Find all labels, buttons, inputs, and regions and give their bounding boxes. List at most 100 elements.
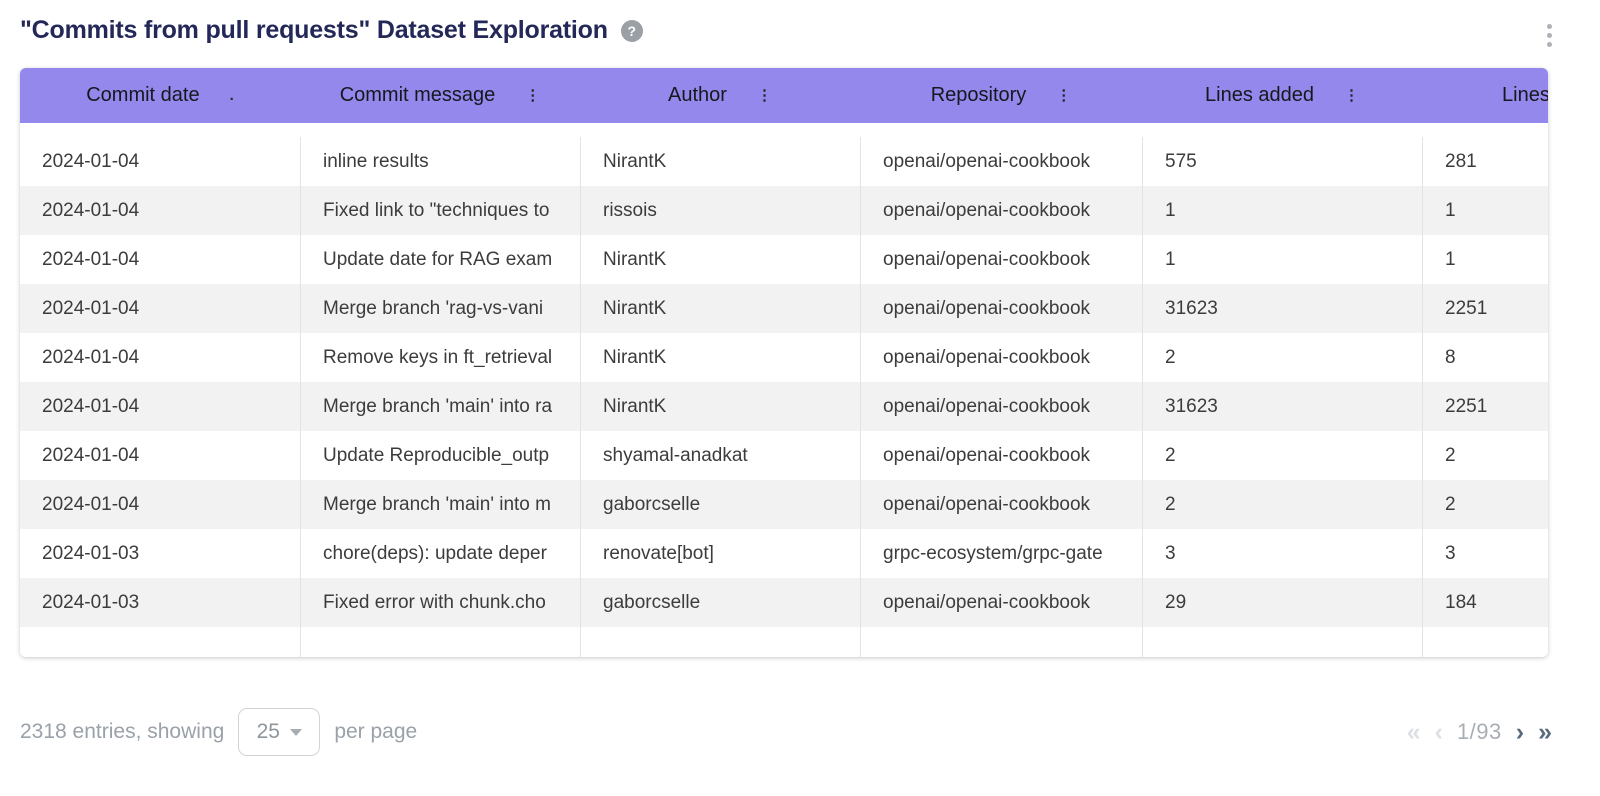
cell-lines-deleted[interactable]: 184: [1422, 578, 1548, 627]
page-indicator: 1/93: [1456, 719, 1502, 744]
cell-commit-message[interactable]: Merge branch 'rag-vs-vani: [300, 284, 580, 333]
kebab-dot: [1547, 33, 1552, 38]
last-page-button[interactable]: »: [1538, 717, 1552, 746]
cell-commit-date[interactable]: 2024-01-03: [42, 591, 140, 613]
cell-lines-deleted[interactable]: 3: [1422, 529, 1548, 578]
first-page-button[interactable]: «: [1406, 717, 1421, 746]
per-page-label: per page: [334, 720, 418, 743]
cell-commit-date[interactable]: 2024-01-04: [42, 493, 140, 515]
cell-lines-deleted[interactable]: 2251: [1422, 382, 1548, 431]
cell-author[interactable]: shyamal-anadkat: [580, 431, 860, 480]
cell-author[interactable]: NirantK: [580, 137, 860, 186]
cell-empty: [1142, 627, 1422, 657]
cell-author[interactable]: rissois: [580, 186, 860, 235]
prev-page-button[interactable]: ‹: [1434, 717, 1443, 746]
cell-repository[interactable]: grpc-ecosystem/grpc-gate: [860, 529, 1142, 578]
cell-commit-date[interactable]: 2024-01-04: [42, 346, 140, 368]
help-icon[interactable]: ?: [620, 19, 643, 42]
cell-lines-deleted[interactable]: 8: [1422, 333, 1548, 382]
cell-commit-message[interactable]: Remove keys in ft_retrieval: [300, 333, 580, 382]
column-label: Commit date: [86, 84, 200, 106]
cell-commit-date[interactable]: 2024-01-04: [42, 150, 140, 172]
table-row: 2024-01-03 Fixed error with chunk.cho gabo…: [20, 578, 1548, 627]
cell-lines-deleted[interactable]: 1: [1422, 186, 1548, 235]
cell-lines-deleted[interactable]: 2251: [1422, 284, 1548, 333]
cell-commit-message[interactable]: Fixed link to "techniques to: [300, 186, 580, 235]
cell-commit-message[interactable]: Update Reproducible_outp: [300, 431, 580, 480]
cell-commit-date[interactable]: 2024-01-04: [42, 199, 140, 221]
cell-author[interactable]: renovate[bot]: [580, 529, 860, 578]
column-header-commit-message[interactable]: Commit message ⋮: [300, 68, 580, 123]
cell-commit-date[interactable]: 2024-01-03: [42, 542, 140, 564]
cell-lines-added[interactable]: 2: [1142, 480, 1422, 529]
data-table: Commit date. Commit message ⋮ Author ⋮ Reposi…: [20, 68, 1548, 657]
cell-repository[interactable]: openai/openai-cookbook: [860, 382, 1142, 431]
column-label: Lines added: [1205, 84, 1314, 106]
cell-author[interactable]: gaborcselle: [580, 480, 860, 529]
cell-commit-date[interactable]: 2024-01-04: [42, 395, 140, 417]
table-row: 2024-01-04 Merge branch 'main' into ra Nir…: [20, 382, 1548, 431]
column-header-commit-date[interactable]: Commit date.: [20, 68, 300, 123]
column-header-author[interactable]: Author ⋮: [580, 68, 860, 123]
cell-lines-added[interactable]: 1: [1142, 186, 1422, 235]
cell-lines-added[interactable]: 2: [1142, 333, 1422, 382]
cell-repository[interactable]: openai/openai-cookbook: [860, 137, 1142, 186]
cell-commit-message[interactable]: Merge branch 'main' into m: [300, 480, 580, 529]
cell-empty: [1422, 627, 1548, 657]
cell-repository[interactable]: openai/openai-cookbook: [860, 235, 1142, 284]
table-row: 2024-01-03 chore(deps): update deper renov…: [20, 529, 1548, 578]
cell-commit-date[interactable]: 2024-01-04: [42, 248, 140, 270]
column-menu-icon[interactable]: ⋮: [1056, 87, 1072, 104]
cell-commit-message[interactable]: Merge branch 'main' into ra: [300, 382, 580, 431]
cell-lines-added[interactable]: 575: [1142, 137, 1422, 186]
cell-lines-added[interactable]: 31623: [1142, 284, 1422, 333]
cell-commit-date[interactable]: 2024-01-04: [42, 444, 140, 466]
table-row: 2024-01-04 Merge branch 'main' into m gabo…: [20, 480, 1548, 529]
cell-author[interactable]: NirantK: [580, 284, 860, 333]
cell-empty: [300, 627, 580, 657]
next-page-button[interactable]: ›: [1515, 717, 1525, 746]
cell-repository[interactable]: openai/openai-cookbook: [860, 578, 1142, 627]
table-body: 2024-01-04 inline results NirantK openai/op…: [20, 123, 1548, 657]
cell-author[interactable]: gaborcselle: [580, 578, 860, 627]
cell-repository[interactable]: openai/openai-cookbook: [860, 186, 1142, 235]
column-menu-icon[interactable]: ⋮: [756, 87, 772, 104]
cell-lines-deleted[interactable]: 2: [1422, 431, 1548, 480]
pagination: « ‹ 1/93 › »: [1407, 719, 1552, 745]
cell-lines-deleted[interactable]: 281: [1422, 137, 1548, 186]
cell-repository[interactable]: openai/openai-cookbook: [860, 333, 1142, 382]
cell-commit-message[interactable]: Update date for RAG exam: [300, 235, 580, 284]
kebab-dot: [1547, 24, 1552, 29]
cell-author[interactable]: NirantK: [580, 382, 860, 431]
table-row: 2024-01-04 inline results NirantK openai/op…: [20, 137, 1548, 186]
column-menu-icon[interactable]: .: [229, 87, 234, 104]
column-label: Author: [668, 84, 727, 106]
cell-lines-added[interactable]: 29: [1142, 578, 1422, 627]
cell-commit-date[interactable]: 2024-01-04: [42, 297, 140, 319]
cell-lines-added[interactable]: 2: [1142, 431, 1422, 480]
cell-empty: [580, 627, 860, 657]
cell-commit-message[interactable]: inline results: [300, 137, 580, 186]
cell-repository[interactable]: openai/openai-cookbook: [860, 431, 1142, 480]
cell-lines-added[interactable]: 31623: [1142, 382, 1422, 431]
column-header-lines-deleted[interactable]: Lines d: [1422, 68, 1548, 123]
page-size-dropdown[interactable]: 25: [238, 708, 321, 756]
cell-repository[interactable]: openai/openai-cookbook: [860, 480, 1142, 529]
column-menu-icon[interactable]: ⋮: [1343, 87, 1359, 104]
column-menu-icon[interactable]: ⋮: [525, 87, 541, 104]
cell-author[interactable]: NirantK: [580, 333, 860, 382]
title-bar: "Commits from pull requests" Dataset Exp…: [20, 16, 643, 45]
cell-lines-added[interactable]: 3: [1142, 529, 1422, 578]
cell-commit-message[interactable]: Fixed error with chunk.cho: [300, 578, 580, 627]
cell-lines-deleted[interactable]: 2: [1422, 480, 1548, 529]
table-header-row: Commit date. Commit message ⋮ Author ⋮ Reposi…: [20, 68, 1548, 123]
cell-author[interactable]: NirantK: [580, 235, 860, 284]
kebab-menu-icon[interactable]: [1547, 24, 1552, 47]
chevron-down-icon: [289, 728, 302, 736]
cell-lines-added[interactable]: 1: [1142, 235, 1422, 284]
column-header-repository[interactable]: Repository ⋮: [860, 68, 1142, 123]
cell-lines-deleted[interactable]: 1: [1422, 235, 1548, 284]
column-header-lines-added[interactable]: Lines added ⋮: [1142, 68, 1422, 123]
cell-commit-message[interactable]: chore(deps): update deper: [300, 529, 580, 578]
cell-repository[interactable]: openai/openai-cookbook: [860, 284, 1142, 333]
